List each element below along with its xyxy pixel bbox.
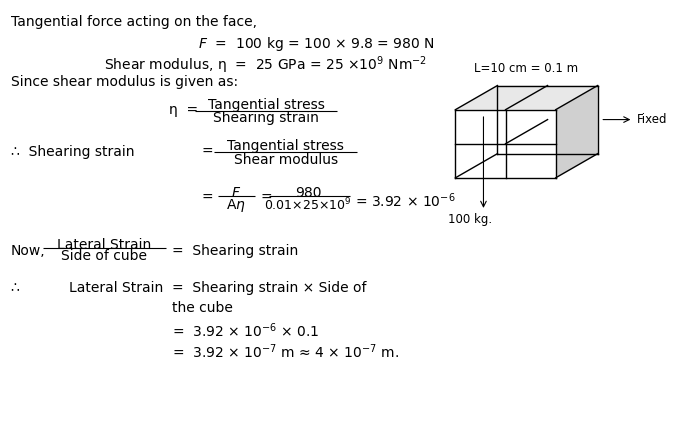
- Text: $F$  =  100 kg = 100 × 9.8 = 980 N: $F$ = 100 kg = 100 × 9.8 = 980 N: [198, 35, 435, 53]
- Text: Since shear modulus is given as:: Since shear modulus is given as:: [11, 74, 238, 89]
- Text: Shear modulus, η  =  25 GPa = 25 ×10$^{9}$ Nm$^{-2}$: Shear modulus, η = 25 GPa = 25 ×10$^{9}$…: [104, 55, 427, 76]
- Text: $F$: $F$: [231, 186, 241, 200]
- Text: =: =: [202, 145, 213, 159]
- Text: =: =: [260, 191, 272, 205]
- Polygon shape: [456, 86, 598, 110]
- Text: 980: 980: [295, 186, 321, 200]
- Text: =  3.92 × 10$^{-6}$ × 0.1: = 3.92 × 10$^{-6}$ × 0.1: [173, 322, 319, 340]
- Text: 100 kg.: 100 kg.: [448, 213, 492, 226]
- Text: Lateral Strain: Lateral Strain: [57, 238, 152, 252]
- Text: Now,: Now,: [11, 244, 45, 258]
- Polygon shape: [555, 86, 598, 178]
- Text: η  =: η =: [169, 103, 198, 117]
- Text: L=10 cm = 0.1 m: L=10 cm = 0.1 m: [474, 61, 578, 74]
- Text: Tangential stress: Tangential stress: [227, 139, 344, 153]
- Text: ∴: ∴: [11, 281, 20, 295]
- Text: Lateral Strain  =  Shearing strain × Side of: Lateral Strain = Shearing strain × Side …: [69, 281, 367, 295]
- Text: =  3.92 × 10$^{-7}$ m ≈ 4 × 10$^{-7}$ m.: = 3.92 × 10$^{-7}$ m ≈ 4 × 10$^{-7}$ m.: [173, 342, 400, 361]
- Text: Shearing strain: Shearing strain: [213, 112, 319, 125]
- Text: A$η$: A$η$: [226, 197, 246, 214]
- Text: Side of cube: Side of cube: [61, 249, 148, 263]
- Text: ∴  Shearing strain: ∴ Shearing strain: [11, 145, 134, 159]
- Text: 0.01×25×10$^{9}$: 0.01×25×10$^{9}$: [264, 197, 352, 213]
- Text: =  Shearing strain: = Shearing strain: [173, 244, 299, 258]
- Text: the cube: the cube: [173, 301, 233, 315]
- Text: Tangential force acting on the face,: Tangential force acting on the face,: [11, 15, 257, 29]
- Text: Tangential stress: Tangential stress: [208, 98, 325, 112]
- Text: Shear modulus: Shear modulus: [233, 153, 338, 167]
- Text: Fixed: Fixed: [636, 113, 667, 126]
- Polygon shape: [456, 110, 555, 178]
- Text: =: =: [202, 191, 213, 205]
- Text: = 3.92 × 10$^{-6}$: = 3.92 × 10$^{-6}$: [355, 191, 456, 210]
